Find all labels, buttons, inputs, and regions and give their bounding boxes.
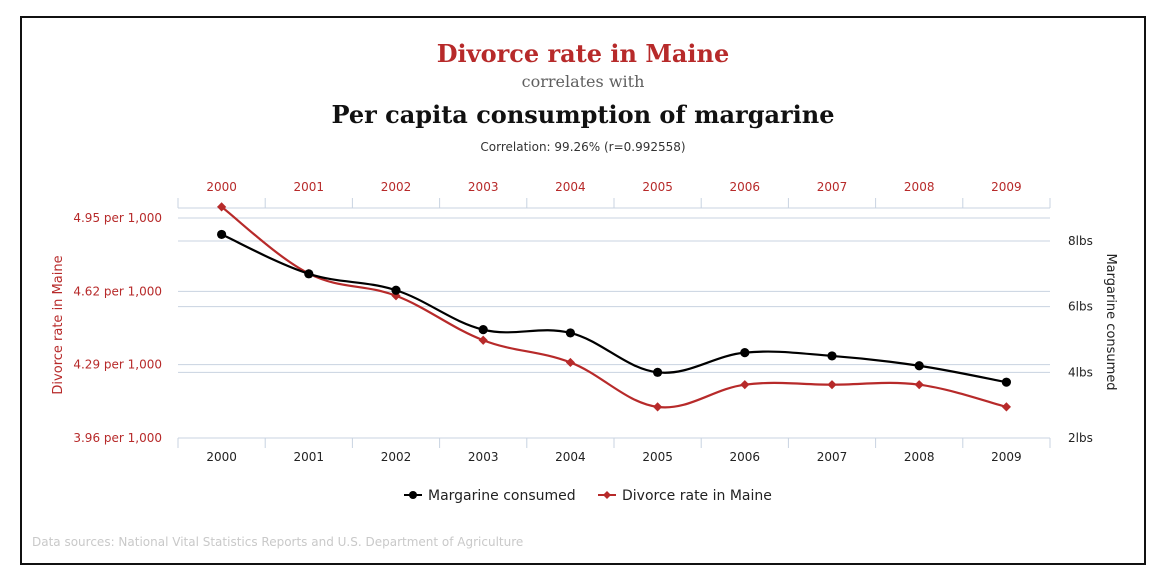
y-left-axis-title: Divorce rate in Maine [51, 255, 66, 394]
divorce-point [653, 402, 663, 412]
divorce-point [740, 380, 750, 390]
x-bottom-tick-label: 2005 [642, 450, 673, 464]
x-top-tick-label: 2005 [642, 180, 673, 194]
x-bottom-tick-label: 2000 [206, 450, 237, 464]
x-bottom-tick-label: 2008 [904, 450, 935, 464]
margarine-point [827, 351, 837, 361]
chart-title-2: Per capita consumption of margarine [331, 100, 835, 129]
x-bottom-tick-label: 2001 [294, 450, 325, 464]
x-top-tick-label: 2006 [730, 180, 761, 194]
data-sources: Data sources: National Vital Statistics … [32, 535, 524, 549]
legend-label: Divorce rate in Maine [622, 488, 772, 504]
legend-marker-diamond [603, 491, 611, 499]
x-bottom-tick-label: 2007 [817, 450, 848, 464]
x-top-tick-label: 2008 [904, 180, 935, 194]
x-top-tick-label: 2003 [468, 180, 499, 194]
margarine-point [217, 229, 227, 240]
y-right-tick-label: 8lbs [1068, 234, 1093, 248]
margarine-point [1001, 377, 1012, 387]
x-top-tick-label: 2009 [991, 180, 1022, 194]
chart-subtitle: correlates with [521, 72, 645, 91]
y-right-tick-label: 2lbs [1068, 431, 1093, 445]
divorce-point [217, 202, 227, 212]
chart-frame: Divorce rate in Maine correlates with Pe… [20, 16, 1146, 565]
margarine-point [914, 361, 924, 371]
x-bottom-tick-label: 2003 [468, 450, 499, 464]
divorce-point [827, 380, 837, 390]
divorce-point [565, 357, 575, 368]
y-left-tick-label: 4.29 per 1,000 [73, 358, 162, 372]
legend-label: Margarine consumed [428, 488, 576, 504]
divorce-point [914, 380, 924, 390]
y-left-tick-label: 4.95 per 1,000 [73, 211, 162, 225]
y-left-tick-label: 3.96 per 1,000 [73, 431, 162, 445]
correlation-text: Correlation: 99.26% (r=0.992558) [480, 140, 686, 154]
margarine-point [391, 285, 401, 295]
legend-marker-circle [409, 491, 417, 499]
y-left-tick-label: 4.62 per 1,000 [73, 284, 162, 298]
margarine-point [304, 269, 314, 279]
x-top-tick-label: 2001 [294, 180, 325, 194]
divorce-point [1001, 402, 1011, 412]
margarine-point [478, 325, 488, 335]
margarine-point [653, 367, 663, 377]
x-top-tick-label: 2000 [206, 180, 237, 194]
x-bottom-tick-label: 2006 [730, 450, 761, 464]
x-bottom-tick-label: 2002 [381, 450, 412, 464]
y-right-tick-label: 6lbs [1068, 300, 1093, 314]
y-right-axis-title: Margarine consumed [1103, 253, 1118, 390]
divorce-point [478, 335, 488, 345]
x-bottom-tick-label: 2009 [991, 450, 1022, 464]
chart-title: Divorce rate in Maine [436, 39, 730, 68]
x-top-tick-label: 2004 [555, 180, 586, 194]
x-top-tick-label: 2002 [381, 180, 412, 194]
margarine-line [221, 233, 1007, 384]
y-right-tick-label: 4lbs [1068, 365, 1093, 379]
margarine-point [565, 328, 576, 338]
x-top-tick-label: 2007 [817, 180, 848, 194]
margarine-point [740, 348, 750, 358]
x-bottom-tick-label: 2004 [555, 450, 586, 464]
divorce-line [220, 206, 1007, 409]
